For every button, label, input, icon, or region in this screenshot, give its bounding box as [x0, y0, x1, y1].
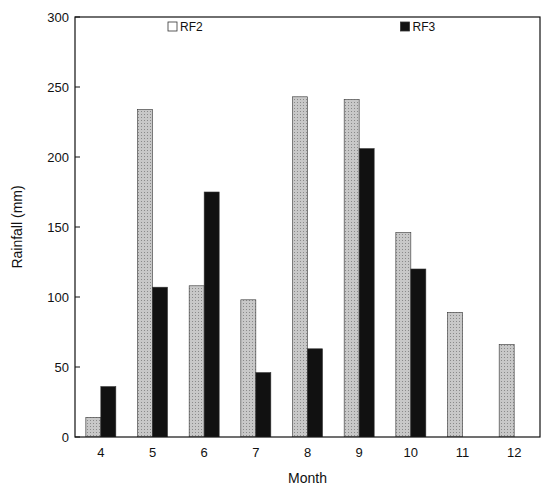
chart-container: 0 50 100 150 200 250 300 4 5 6 7 8 9 10 11 12 Month Rainf… [0, 0, 552, 499]
bar [396, 233, 411, 437]
y-tick-label: 300 [47, 10, 69, 25]
legend-label: RF2 [180, 20, 203, 34]
y-tick-label: 200 [47, 150, 69, 165]
y-tick-label: 250 [47, 80, 69, 95]
x-tick-label: 9 [356, 445, 363, 460]
y-tick [75, 87, 80, 88]
bar [204, 192, 219, 437]
bar [344, 100, 359, 437]
y-tick-label: 50 [55, 360, 69, 375]
x-axis-title: Month [288, 470, 327, 486]
legend: RF2 RF3 [168, 20, 435, 34]
legend-swatch [401, 22, 410, 31]
y-tick [75, 437, 80, 438]
x-tick-label: 8 [304, 445, 311, 460]
x-tick-label: 5 [149, 445, 156, 460]
y-tick-label: 100 [47, 290, 69, 305]
bar [411, 269, 426, 437]
bar [153, 287, 168, 437]
bar [308, 349, 323, 437]
y-tick [75, 367, 80, 368]
plot-frame [75, 17, 540, 437]
bar [293, 97, 308, 437]
y-tick [75, 157, 80, 158]
x-tick-label: 4 [97, 445, 104, 460]
y-tick-label: 0 [62, 430, 69, 445]
legend-swatch [168, 22, 177, 31]
bar [101, 387, 116, 437]
chart-svg: 0 50 100 150 200 250 300 4 5 6 7 8 9 10 11 12 Month Rainf… [0, 0, 552, 499]
bars [86, 97, 514, 437]
bar [499, 345, 514, 437]
bar [189, 286, 204, 437]
bar [138, 109, 153, 437]
x-tick-label: 12 [507, 445, 521, 460]
bar [86, 417, 101, 437]
y-tick [75, 297, 80, 298]
x-tick-label: 6 [201, 445, 208, 460]
bar [448, 312, 463, 437]
bar [359, 149, 374, 437]
y-tick [75, 227, 80, 228]
x-tick-label: 10 [404, 445, 418, 460]
y-tick-label: 150 [47, 220, 69, 235]
bar [241, 300, 256, 437]
legend-label: RF3 [413, 20, 436, 34]
x-tick-label: 7 [252, 445, 259, 460]
x-tick-label: 11 [456, 445, 470, 460]
bar [256, 373, 271, 437]
y-tick [75, 17, 80, 18]
y-axis-title: Rainfall (mm) [9, 185, 25, 268]
